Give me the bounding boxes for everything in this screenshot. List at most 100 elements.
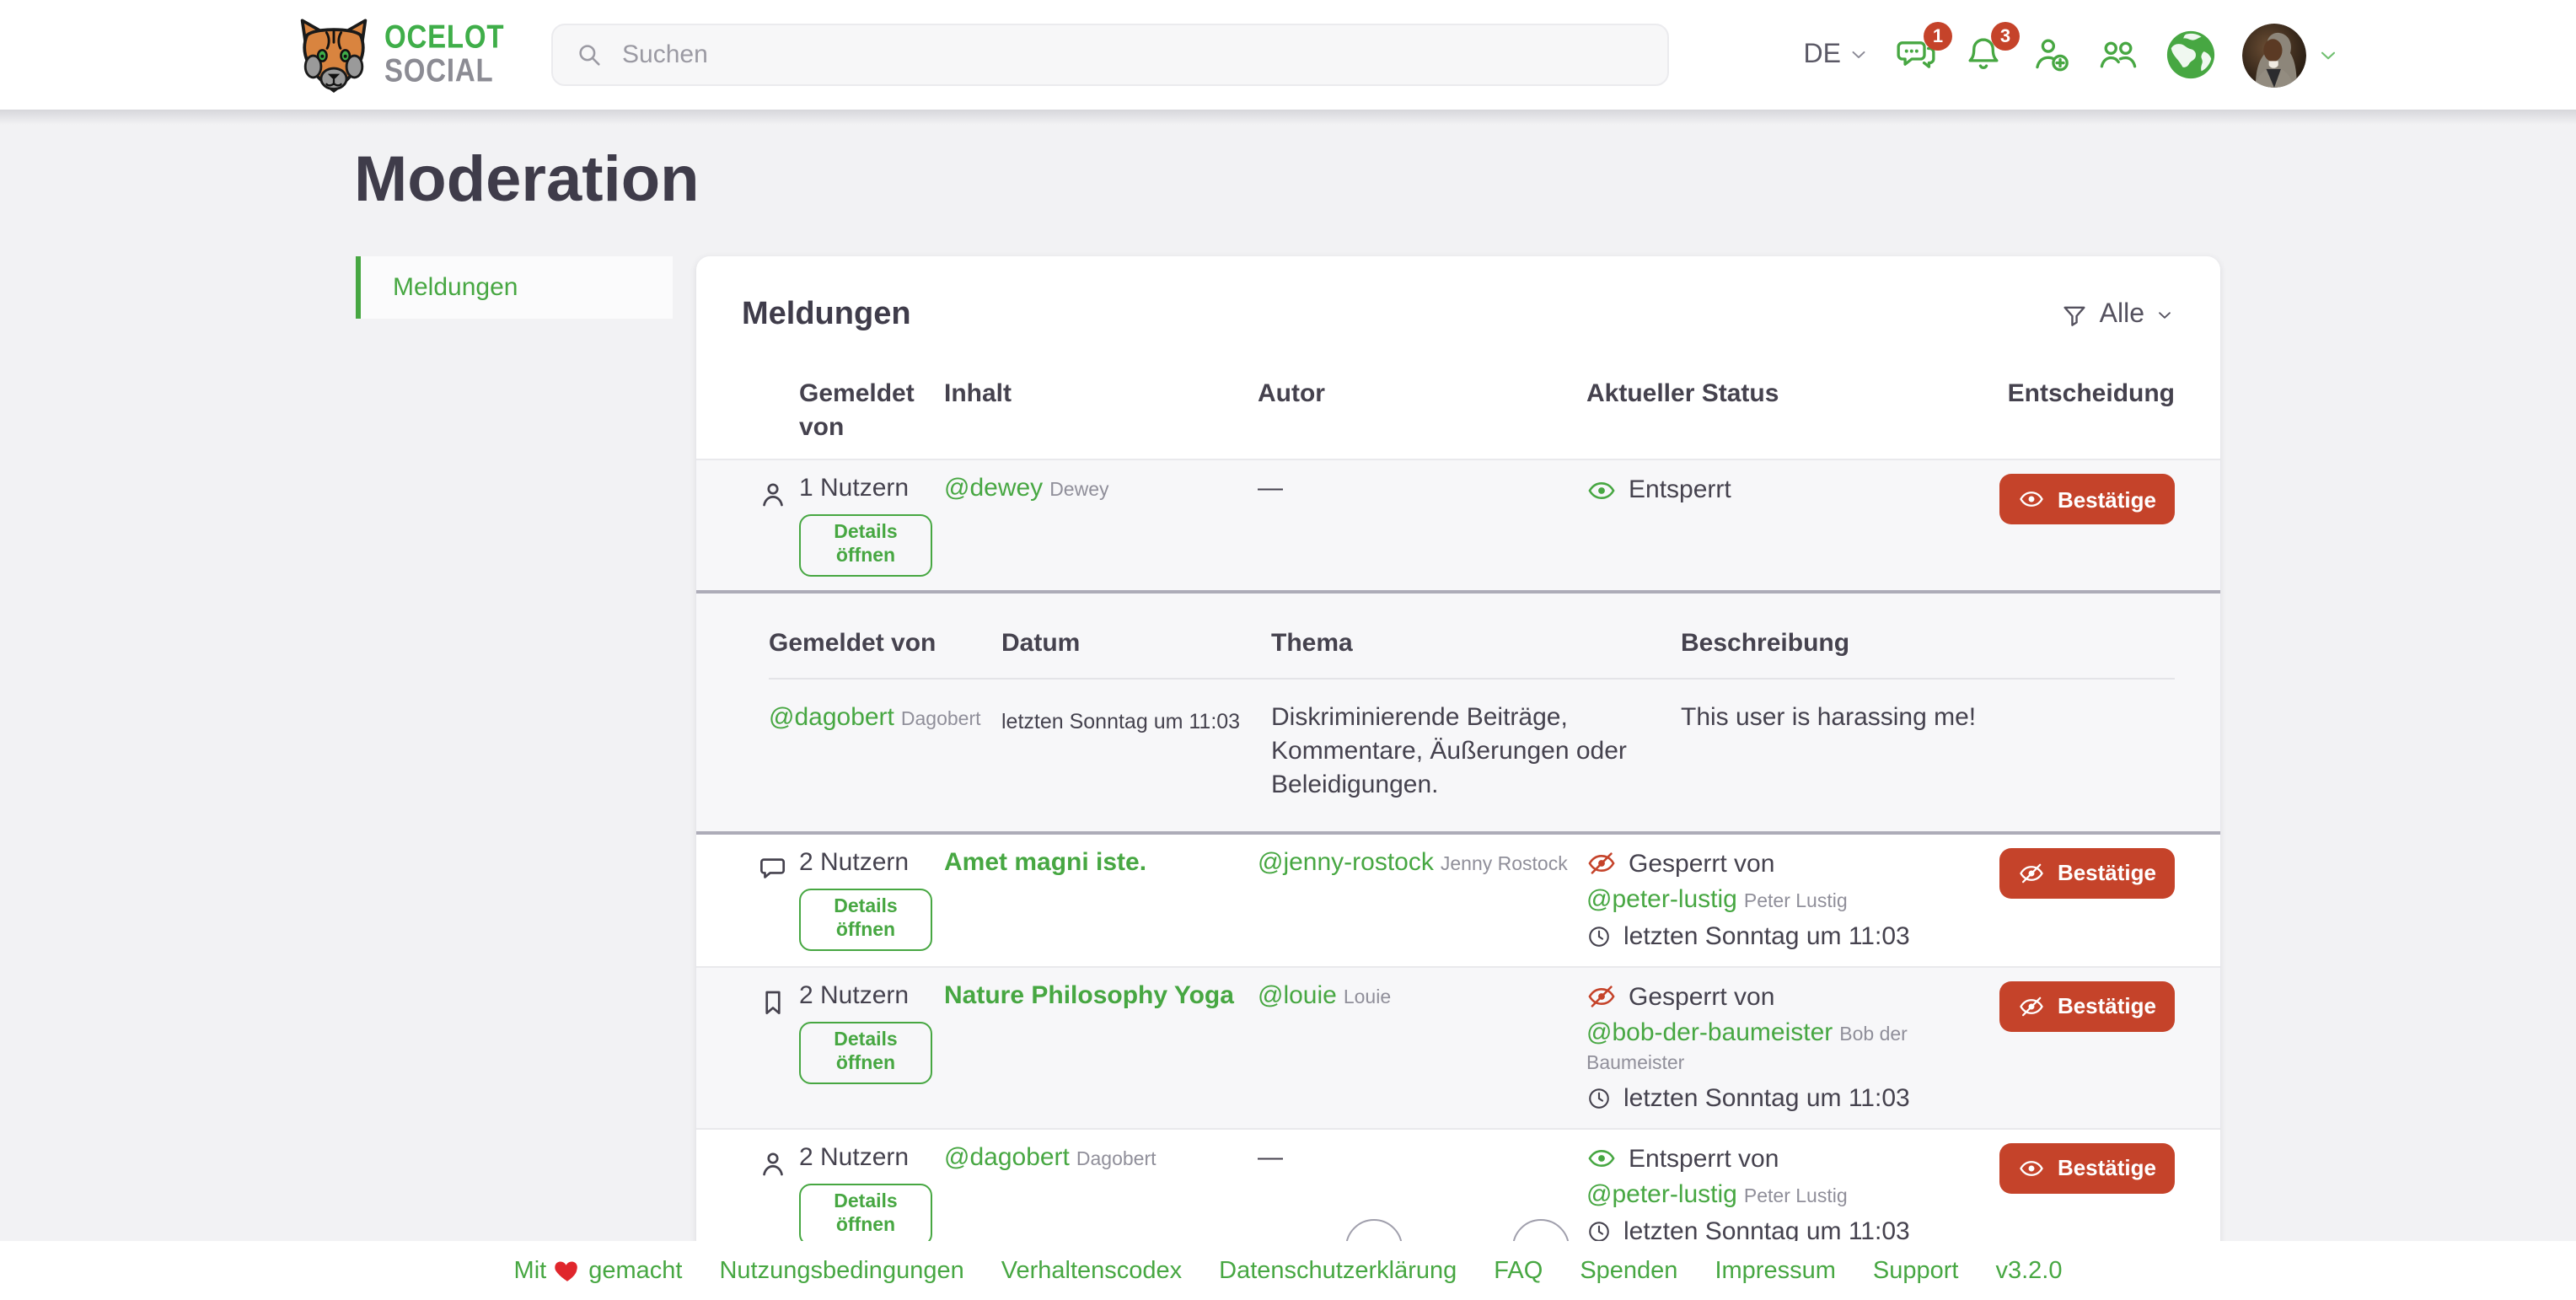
table-row: 1 Nutzern Details öffnen @dewey Dewey — E… (696, 459, 2220, 594)
header-actions: DE 1 3 (1804, 22, 2340, 87)
reporter-name: Dagobert (900, 709, 981, 730)
filter-label: Alle (2099, 300, 2144, 329)
people-icon (2097, 34, 2139, 76)
search-input[interactable] (619, 39, 1645, 71)
author-link[interactable]: @jenny-rostock (1258, 847, 1434, 877)
reported-user-link[interactable]: @dewey (944, 474, 1044, 502)
author-link[interactable]: @louie (1258, 980, 1337, 1010)
language-selector[interactable]: DE (1804, 40, 1870, 70)
notifications-button[interactable]: 3 (1962, 22, 2020, 76)
page-footer: Mit gemacht Nutzungsbedingungen Verhalte… (0, 1241, 2576, 1300)
profile-menu[interactable] (2242, 23, 2340, 87)
footer-link-support[interactable]: Support (1872, 1257, 1959, 1284)
status-label: Gesperrt von (1629, 982, 1775, 1012)
author-name: Jenny Rostock (1440, 854, 1568, 875)
heart-icon (553, 1256, 582, 1285)
confirm-button[interactable]: Bestätige (1999, 980, 2175, 1032)
status-time: letzten Sonntag um 11:03 (1623, 1083, 1910, 1113)
open-details-button[interactable]: Details öffnen (799, 514, 932, 577)
groups-button[interactable] (2097, 34, 2139, 76)
table-row: 2 Nutzern Details öffnen Amet magni iste… (696, 835, 2220, 966)
confirm-button[interactable]: Bestätige (1999, 847, 2175, 899)
open-details-button[interactable]: Details öffnen (799, 1183, 932, 1245)
eye-off-icon (2019, 860, 2046, 887)
map-button[interactable] (2165, 29, 2217, 81)
ocelot-logo-icon (295, 16, 373, 94)
notifications-badge: 3 (1991, 22, 2020, 51)
confirm-button[interactable]: Bestätige (1999, 1142, 2175, 1194)
column-header: Entscheidung (2007, 379, 2175, 408)
reported-user-name: Dewey (1049, 481, 1109, 501)
search-icon (575, 40, 604, 69)
footer-link-datenschutzerklaerung[interactable]: Datenschutzerklärung (1219, 1257, 1457, 1284)
report-description: This user is harassing me! (1681, 702, 1977, 732)
chevron-down-icon (2155, 305, 2175, 325)
status-label: Entsperrt von (1629, 1144, 1779, 1174)
bookmark-icon (757, 986, 799, 1115)
column-header: Aktueller Status (1586, 379, 1779, 408)
table-row: 2 Nutzern Details öffnen @dagobert Dagobe… (696, 1127, 2220, 1261)
confirm-button[interactable]: Bestätige (1999, 474, 2175, 524)
table-row: 2 Nutzern Details öffnen Nature Philosop… (696, 965, 2220, 1128)
detail-column-header: Datum (1001, 628, 1081, 658)
footer-link-impressum[interactable]: Impressum (1715, 1257, 1836, 1284)
eye-icon (2019, 1155, 2046, 1182)
made-with-love[interactable]: Mit gemacht (513, 1256, 683, 1285)
moderator-link[interactable]: @peter-lustig (1586, 1179, 1737, 1209)
status-time: letzten Sonntag um 11:03 (1623, 1217, 1910, 1246)
reported-by-count: 1 Nutzern (799, 474, 910, 502)
detail-column-header: Thema (1271, 628, 1353, 658)
moderation-sidebar: Meldungen (356, 256, 673, 319)
reported-by-count: 2 Nutzern (799, 847, 910, 877)
chevron-down-icon (1848, 44, 1870, 66)
eye-off-icon (1586, 982, 1617, 1013)
column-header: Inhalt (944, 379, 1012, 408)
reported-by-count: 2 Nutzern (799, 1142, 910, 1172)
search-bar[interactable] (551, 24, 1669, 86)
reports-table: Gemeldet von Inhalt Autor Aktueller Stat… (696, 357, 2220, 1261)
moderator-name: Peter Lustig (1743, 1186, 1848, 1207)
sidebar-item-meldungen[interactable]: Meldungen (356, 256, 673, 319)
language-label: DE (1803, 40, 1841, 68)
column-header: Autor (1258, 379, 1325, 408)
page-title: Moderation (354, 145, 700, 216)
brand-name: OCELOT SOCIAL (384, 19, 505, 89)
moderator-link[interactable]: @bob-der-baumeister (1586, 1018, 1833, 1047)
user-icon (757, 1148, 799, 1248)
version-label: v3.2.0 (1995, 1257, 2063, 1284)
chat-button[interactable]: 1 (1895, 22, 1952, 76)
avatar[interactable] (2242, 23, 2306, 87)
author-cell: — (1258, 474, 1283, 502)
filter-icon (2061, 301, 2090, 330)
brand-logo[interactable]: OCELOT SOCIAL (295, 16, 528, 94)
detail-column-header: Beschreibung (1681, 628, 1850, 658)
eye-icon (2019, 486, 2046, 513)
reported-content-link[interactable]: Nature Philosophy Yoga (944, 980, 1234, 1010)
comment-icon (757, 853, 799, 953)
reporter-link[interactable]: @dagobert (769, 702, 894, 732)
moderator-name: Peter Lustig (1743, 891, 1848, 912)
column-header: Gemeldet von (799, 379, 915, 441)
filter-dropdown[interactable]: Alle (2061, 300, 2175, 330)
reported-content-link[interactable]: Amet magni iste. (944, 847, 1147, 877)
moderator-link[interactable]: @peter-lustig (1586, 884, 1737, 914)
open-details-button[interactable]: Details öffnen (799, 888, 932, 950)
open-details-button[interactable]: Details öffnen (799, 1021, 932, 1083)
expanded-report-detail: Gemeldet von Datum Thema Beschreibung @d… (696, 593, 2220, 835)
footer-link-nutzungsbedingungen[interactable]: Nutzungsbedingungen (719, 1257, 964, 1284)
author-cell: — (1258, 1142, 1283, 1172)
status-time: letzten Sonntag um 11:03 (1623, 921, 1910, 951)
footer-link-spenden[interactable]: Spenden (1580, 1257, 1678, 1284)
content-layout: Meldungen Meldungen Alle Gemeldet von In… (356, 256, 2220, 1268)
detail-column-header: Gemeldet von (769, 628, 936, 658)
reported-by-count: 2 Nutzern (799, 980, 910, 1010)
reported-user-link[interactable]: @dagobert (944, 1142, 1070, 1172)
footer-link-faq[interactable]: FAQ (1494, 1257, 1543, 1284)
eye-off-icon (2019, 993, 2046, 1020)
detail-header-row: Gemeldet von Datum Thema Beschreibung (769, 629, 2175, 678)
eye-icon (1586, 1144, 1617, 1174)
clock-icon (1586, 1086, 1612, 1111)
footer-link-verhaltenscodex[interactable]: Verhaltenscodex (1001, 1257, 1183, 1284)
invite-user-button[interactable] (2030, 34, 2072, 76)
